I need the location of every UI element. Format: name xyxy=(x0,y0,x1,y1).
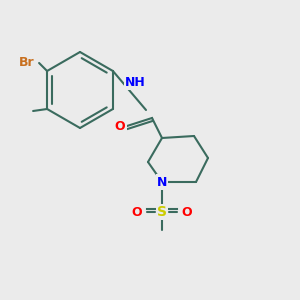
Text: NH: NH xyxy=(125,76,146,89)
Text: O: O xyxy=(115,119,125,133)
Text: O: O xyxy=(132,206,142,218)
Text: S: S xyxy=(157,205,167,219)
Text: O: O xyxy=(182,206,192,218)
Text: N: N xyxy=(157,176,167,188)
Text: Br: Br xyxy=(19,56,35,70)
